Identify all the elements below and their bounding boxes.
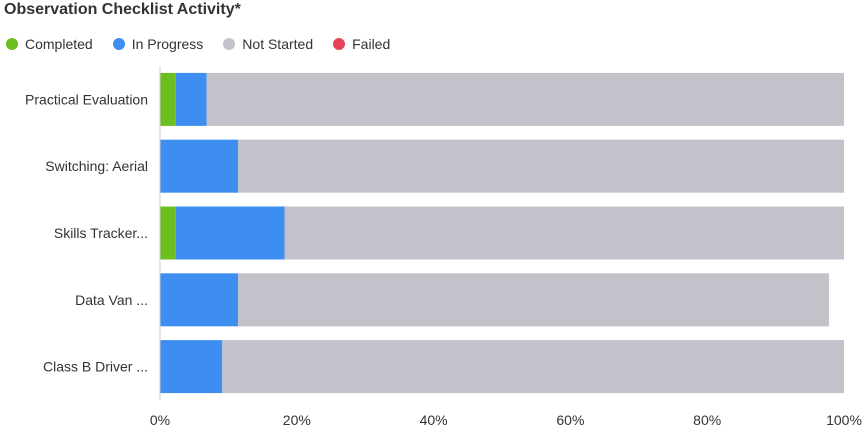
legend-item-in-progress[interactable]: In Progress xyxy=(112,36,204,52)
bar-segment-completed-2[interactable] xyxy=(160,206,176,260)
bar-segment-in-progress-2[interactable] xyxy=(175,206,285,260)
legend-label-not-started: Not Started xyxy=(242,36,314,52)
category-label-2: Skills Tracker... xyxy=(54,225,148,241)
bar-segment-not-started-2[interactable] xyxy=(284,206,844,260)
x-tick-label-0: 0% xyxy=(150,412,170,428)
bar-segment-in-progress-0[interactable] xyxy=(175,72,207,126)
legend-swatch-not-started xyxy=(223,38,236,50)
bar-segment-in-progress-1[interactable] xyxy=(160,139,238,193)
legend-item-not-started[interactable]: Not Started xyxy=(223,36,313,52)
category-label-3: Data Van ... xyxy=(75,292,148,308)
legend-swatch-in-progress xyxy=(112,38,125,50)
bar-segment-not-started-0[interactable] xyxy=(206,72,845,126)
legend-label-in-progress: In Progress xyxy=(131,36,204,52)
legend-label-completed: Completed xyxy=(25,36,93,52)
x-tick-label-3: 60% xyxy=(556,412,584,428)
legend-item-completed[interactable]: Completed xyxy=(6,36,93,52)
x-tick-label-5: 100% xyxy=(826,412,862,428)
legend-swatch-failed xyxy=(333,38,346,50)
bar-segment-in-progress-3[interactable] xyxy=(160,273,238,327)
chart-title: Observation Checklist Activity* xyxy=(4,1,241,18)
x-tick-label-2: 40% xyxy=(420,412,448,428)
bar-segment-not-started-1[interactable] xyxy=(237,139,844,193)
legend-swatch-completed xyxy=(6,38,18,50)
bar-segment-not-started-3[interactable] xyxy=(237,273,829,327)
x-tick-label-4: 80% xyxy=(693,412,721,428)
x-tick-label-1: 20% xyxy=(283,412,311,428)
chart-legend: Completed In Progress Not Started Failed xyxy=(6,35,410,53)
bar-segment-completed-0[interactable] xyxy=(160,72,176,126)
bar-segment-in-progress-4[interactable] xyxy=(160,340,223,394)
category-label-4: Class B Driver ... xyxy=(43,359,148,375)
category-label-1: Switching: Aerial xyxy=(45,158,148,174)
legend-item-failed[interactable]: Failed xyxy=(333,36,390,52)
legend-label-failed: Failed xyxy=(352,36,391,52)
bar-segment-not-started-4[interactable] xyxy=(222,340,844,394)
category-label-0: Practical Evaluation xyxy=(25,91,148,107)
